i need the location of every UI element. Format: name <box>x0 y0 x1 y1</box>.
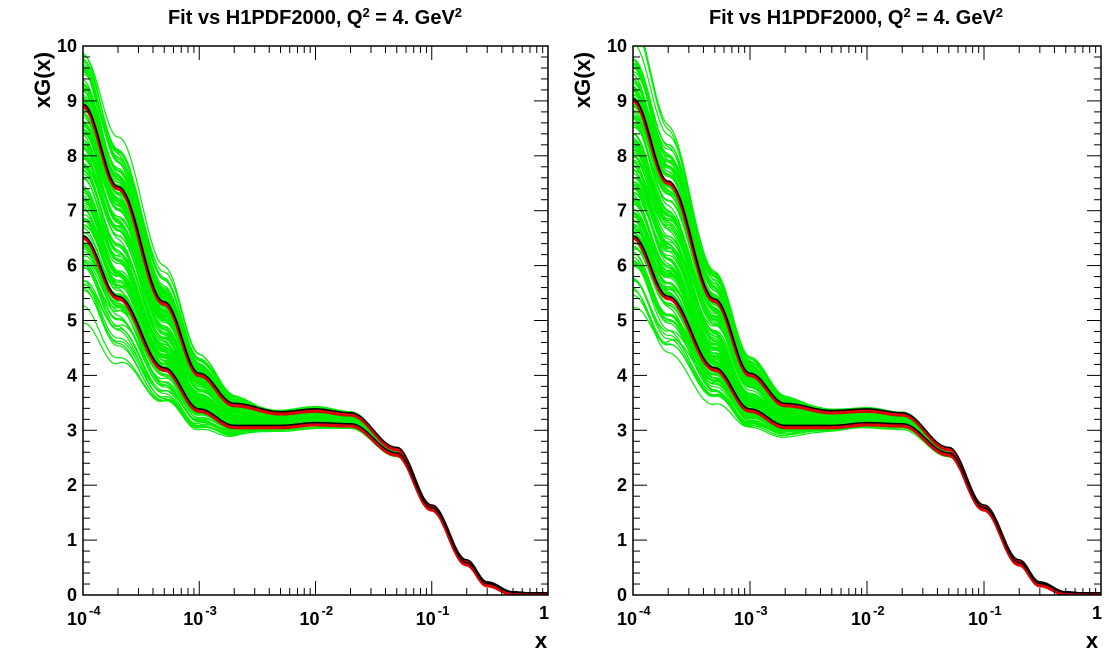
replica-curve <box>83 163 548 595</box>
y-tick-label: 10 <box>57 36 77 56</box>
y-tick-label: 3 <box>617 420 627 440</box>
chart-title: Fit vs H1PDF2000, Q2 = 4. GeV2 <box>709 5 1003 30</box>
x-tick-label: 1 <box>539 603 549 623</box>
y-tick-label: 2 <box>67 475 77 495</box>
replica-curve <box>83 189 548 595</box>
lower-bound-curve <box>83 236 548 595</box>
y-axis-label: xG(x) <box>30 52 55 108</box>
x-tick-exponent: -4 <box>639 603 651 618</box>
chart-title: Fit vs H1PDF2000, Q2 = 4. GeV2 <box>168 5 462 30</box>
x-tick-exponent: 1 <box>1092 603 1102 623</box>
replica-curve <box>83 176 548 595</box>
x-tick-base: 10 <box>851 609 871 629</box>
y-tick-label: 1 <box>617 530 627 550</box>
y-tick-labels: 0 1 2 3 4 5 6 7 8 9 10 <box>57 36 77 605</box>
y-tick-label: 2 <box>617 475 627 495</box>
y-tick-label: 1 <box>67 530 77 550</box>
x-tick-label: 10 -4 <box>617 603 651 629</box>
replica-curve <box>83 204 548 595</box>
replica-curve <box>83 187 548 595</box>
y-tick-label: 6 <box>617 256 627 276</box>
x-tick-label: 10 -3 <box>183 603 217 629</box>
replica-curve <box>83 143 548 595</box>
replica-curve <box>633 62 1101 595</box>
replica-curve <box>83 82 548 595</box>
x-tick-exponent: -1 <box>990 603 1002 618</box>
y-tick-label: 4 <box>617 365 627 385</box>
x-tick-labels: 10 -4 10 -3 10 -2 10 -1 1 <box>617 603 1102 629</box>
x-tick-base: 10 <box>968 609 988 629</box>
x-tick-label: 10 -4 <box>67 603 101 629</box>
lower-bound-curve <box>633 236 1101 595</box>
x-tick-label: 1 <box>1092 603 1102 623</box>
replica-curve <box>83 165 548 595</box>
y-tick-label: 5 <box>67 311 77 331</box>
y-tick-label: 9 <box>67 91 77 111</box>
replica-curve <box>83 170 548 595</box>
replica-curve <box>83 189 548 595</box>
replica-curve <box>83 178 548 595</box>
ticks <box>82 45 548 596</box>
upper-central-curve <box>633 97 1101 594</box>
x-tick-base: 10 <box>617 609 637 629</box>
replica-curve <box>633 169 1101 595</box>
x-tick-labels: 10 -4 10 -3 10 -2 10 -1 1 <box>67 603 549 629</box>
replica-curve <box>83 205 548 595</box>
x-tick-base: 10 <box>734 609 754 629</box>
y-tick-label: 8 <box>67 146 77 166</box>
lower-central-curve <box>633 235 1101 594</box>
y-tick-label: 4 <box>67 365 77 385</box>
y-tick-label: 3 <box>67 420 77 440</box>
x-axis-label: x <box>535 628 548 651</box>
replica-curve <box>633 262 1101 595</box>
x-tick-exponent: -2 <box>873 603 885 618</box>
y-tick-label: 6 <box>67 256 77 276</box>
y-tick-labels: 0 1 2 3 4 5 6 7 8 9 10 <box>607 36 627 605</box>
x-axis-label: x <box>1086 628 1099 651</box>
fit-band <box>633 46 1101 595</box>
replica-curve <box>633 262 1101 595</box>
x-tick-base: 10 <box>299 609 319 629</box>
x-tick-exponent: 1 <box>539 603 549 623</box>
panel-right: Fit vs H1PDF2000, Q2 = 4. GeV2 xG(x) x 0… <box>570 5 1102 651</box>
y-tick-label: 9 <box>617 91 627 111</box>
x-tick-label: 10 -2 <box>299 603 333 629</box>
ticks <box>632 45 1101 596</box>
lower-central-curve <box>83 235 548 594</box>
x-tick-base: 10 <box>416 609 436 629</box>
fit-band <box>83 52 548 595</box>
x-tick-label: 10 -1 <box>968 603 1002 629</box>
curves <box>633 97 1101 595</box>
replica-curve <box>83 154 548 595</box>
y-tick-label: 7 <box>617 201 627 221</box>
x-tick-exponent: -3 <box>205 603 217 618</box>
curves <box>83 103 548 595</box>
y-tick-label: 5 <box>617 311 627 331</box>
x-tick-exponent: -3 <box>756 603 768 618</box>
x-tick-exponent: -1 <box>438 603 450 618</box>
replica-curve <box>83 188 548 595</box>
x-tick-exponent: -2 <box>322 603 334 618</box>
y-tick-label: 10 <box>607 36 627 56</box>
x-tick-label: 10 -3 <box>734 603 768 629</box>
y-tick-label: 0 <box>67 585 77 605</box>
x-tick-label: 10 -2 <box>851 603 885 629</box>
replica-curve <box>83 141 548 595</box>
x-tick-exponent: -4 <box>89 603 101 618</box>
x-tick-base: 10 <box>183 609 203 629</box>
y-tick-label: 7 <box>67 201 77 221</box>
y-axis-label: xG(x) <box>570 52 595 108</box>
replica-curve <box>83 144 548 595</box>
x-tick-base: 10 <box>67 609 87 629</box>
replica-curve <box>83 132 548 595</box>
y-tick-label: 8 <box>617 146 627 166</box>
y-tick-label: 0 <box>617 585 627 605</box>
replica-curve <box>633 169 1101 595</box>
upper-central-curve <box>83 103 548 594</box>
panel-left: Fit vs H1PDF2000, Q2 = 4. GeV2 xG(x) x 0… <box>30 5 549 651</box>
x-tick-label: 10 -1 <box>416 603 450 629</box>
replica-curve <box>83 163 548 595</box>
